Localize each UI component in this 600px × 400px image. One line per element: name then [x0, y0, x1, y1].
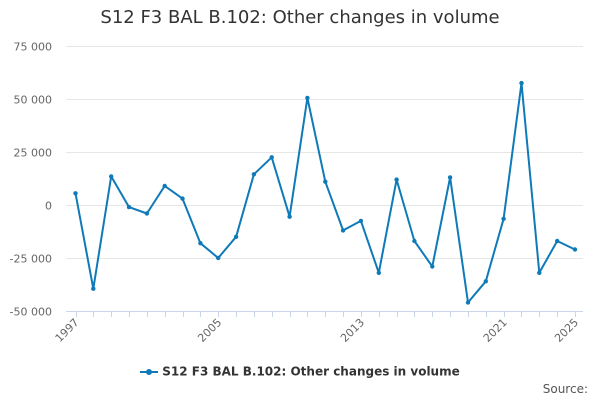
x-tick-label: 2005	[195, 316, 224, 345]
data-point[interactable]	[305, 95, 310, 101]
data-point[interactable]	[412, 238, 417, 244]
data-point[interactable]	[162, 183, 167, 189]
data-point[interactable]	[91, 286, 96, 291]
data-point[interactable]	[251, 172, 257, 177]
data-point[interactable]	[430, 264, 435, 269]
legend-label: S12 F3 BAL B.102: Other changes in volum…	[162, 364, 460, 379]
legend[interactable]: S12 F3 BAL B.102: Other changes in volum…	[0, 364, 600, 379]
data-point[interactable]	[465, 300, 471, 305]
data-point[interactable]	[144, 211, 150, 216]
data-point[interactable]	[323, 179, 328, 184]
data-point[interactable]	[126, 204, 132, 210]
y-tick-label: -50 000	[10, 306, 52, 319]
data-point[interactable]	[483, 279, 488, 284]
x-tick-label: 2013	[338, 316, 367, 345]
legend-line-symbol-icon	[140, 367, 159, 377]
data-point[interactable]	[269, 155, 274, 160]
data-point[interactable]	[287, 214, 292, 219]
data-point[interactable]	[109, 174, 114, 179]
chart-title: S12 F3 BAL B.102: Other changes in volum…	[100, 7, 500, 28]
data-point[interactable]	[216, 255, 221, 261]
data-point[interactable]	[198, 241, 203, 246]
data-point[interactable]	[519, 80, 524, 86]
data-point[interactable]	[501, 216, 506, 221]
x-tick-label: 2025	[552, 316, 581, 345]
series-line	[74, 82, 576, 304]
y-tick-label: 50 000	[14, 94, 53, 107]
y-tick-label: 75 000	[14, 41, 53, 54]
data-point[interactable]	[447, 175, 453, 180]
x-tick-label: 1997	[53, 316, 82, 345]
y-tick-label: 0	[45, 200, 52, 213]
data-point[interactable]	[180, 196, 185, 201]
x-tick-label: 2021	[481, 316, 510, 345]
data-point[interactable]	[376, 270, 381, 275]
data-point[interactable]	[73, 191, 78, 196]
grid-lines	[66, 46, 583, 312]
series-group	[73, 80, 578, 305]
data-point[interactable]	[233, 234, 239, 239]
data-point[interactable]	[340, 228, 346, 233]
data-point[interactable]	[394, 177, 399, 182]
data-point[interactable]	[555, 238, 560, 244]
source-label: Source:	[542, 382, 588, 396]
data-point[interactable]	[537, 270, 542, 275]
y-tick-label: 25 000	[14, 147, 53, 160]
data-point[interactable]	[572, 247, 578, 252]
y-tick-label: -25 000	[10, 253, 52, 266]
data-point[interactable]	[358, 218, 364, 224]
axes	[66, 311, 583, 317]
